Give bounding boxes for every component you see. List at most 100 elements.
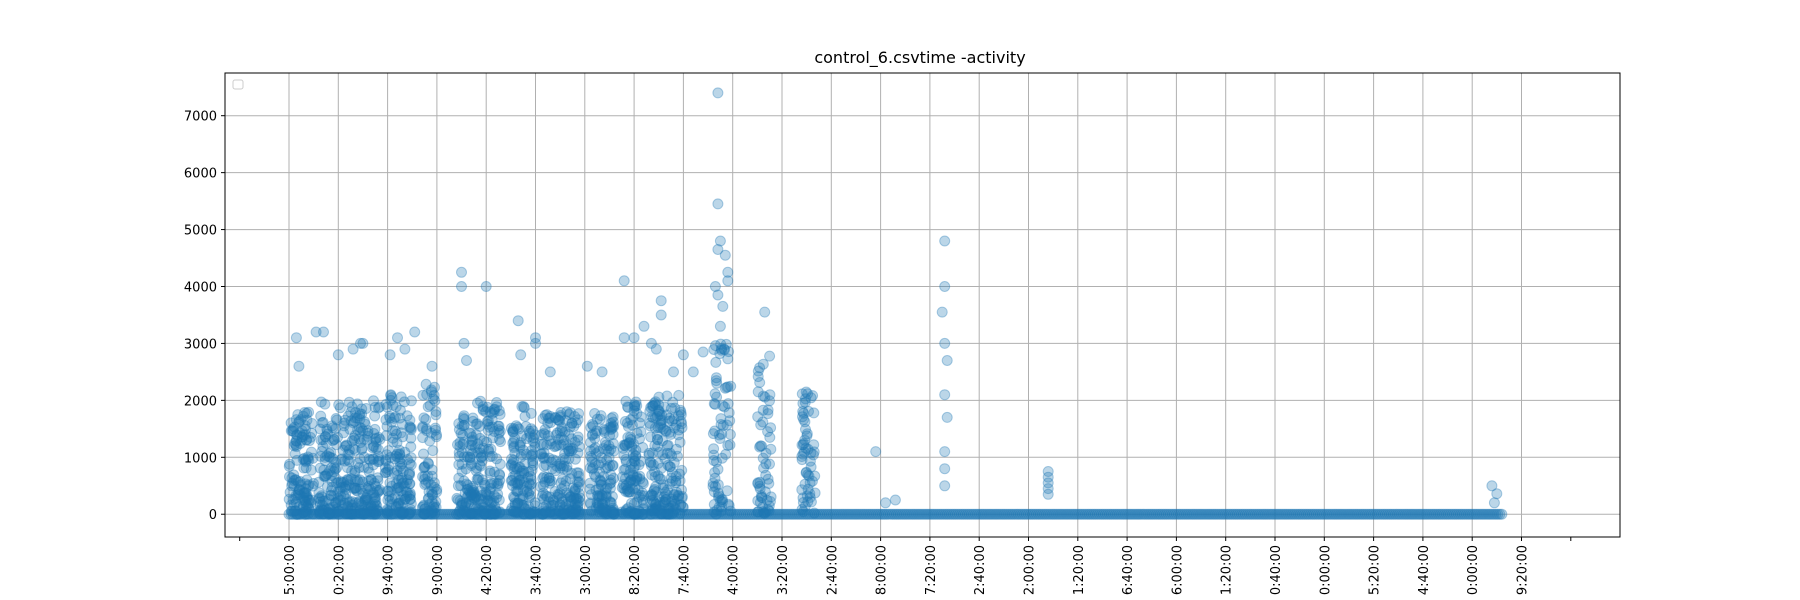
data-point [339, 455, 351, 467]
data-point [484, 421, 496, 433]
baseline-point [689, 508, 701, 520]
data-point [332, 505, 344, 517]
x-tick-label: 3:20:00 [776, 545, 791, 595]
data-point [417, 432, 429, 444]
x-tick-label: 7:40:00 [677, 545, 692, 595]
baseline-point [1490, 508, 1502, 520]
baseline-point [403, 508, 415, 520]
data-point [488, 477, 500, 489]
baseline-point [354, 508, 366, 520]
data-point [467, 415, 479, 427]
data-point [416, 501, 428, 513]
baseline-point [1143, 508, 1155, 520]
data-point [429, 422, 441, 434]
data-point [422, 457, 434, 469]
data-point [512, 497, 524, 509]
data-point [300, 487, 312, 499]
data-point [339, 497, 350, 509]
baseline-point [1026, 508, 1038, 520]
data-point [567, 504, 579, 516]
baseline-point [894, 508, 906, 520]
data-point [426, 488, 438, 500]
data-point [538, 460, 550, 472]
baseline-point [1295, 508, 1307, 520]
data-point [348, 505, 360, 517]
data-point [398, 506, 410, 517]
baseline-point [967, 508, 979, 520]
baseline-point [1145, 508, 1157, 520]
data-point [488, 508, 500, 520]
baseline-point [717, 508, 729, 520]
baseline-point [437, 508, 449, 520]
baseline-point [851, 508, 863, 520]
data-point [428, 481, 440, 493]
baseline-point [1492, 508, 1504, 520]
data-point [359, 416, 370, 428]
baseline-point [892, 508, 904, 520]
baseline-point [875, 508, 887, 520]
data-point [365, 501, 377, 513]
baseline-point [338, 508, 350, 520]
data-point [364, 454, 376, 466]
baseline-point [334, 508, 346, 520]
data-point [424, 399, 436, 411]
data-point [300, 483, 312, 495]
data-point [430, 406, 442, 417]
outlier-point [618, 332, 630, 344]
data-point [332, 477, 344, 488]
baseline-point [579, 508, 591, 520]
outlier-point [293, 360, 305, 372]
spike-point [759, 306, 771, 318]
baseline-point [814, 508, 825, 520]
baseline-point [701, 508, 713, 520]
data-point [491, 505, 503, 517]
data-point [514, 461, 526, 473]
data-point [302, 508, 314, 520]
data-point [458, 413, 470, 425]
outlier-point [596, 366, 608, 378]
outlier-point [530, 337, 541, 349]
baseline-point [1119, 508, 1131, 520]
outlier-point [581, 360, 593, 372]
data-point [481, 436, 493, 448]
data-point [470, 490, 481, 502]
data-point [379, 467, 391, 479]
baseline-point [890, 508, 902, 520]
data-point [382, 464, 394, 476]
data-point [524, 479, 536, 491]
baseline-point [957, 508, 969, 520]
baseline-point [595, 508, 607, 520]
data-point [465, 460, 477, 471]
data-point [554, 458, 566, 470]
data-point [284, 471, 295, 483]
data-point [317, 508, 329, 520]
baseline-point [1403, 508, 1415, 520]
data-point [419, 508, 431, 520]
baseline-point [1103, 508, 1115, 520]
data-point [493, 478, 505, 490]
data-point [493, 405, 505, 417]
data-point [380, 455, 392, 467]
data-point [396, 472, 408, 484]
data-point [313, 487, 325, 499]
data-point [405, 424, 417, 436]
baseline-point [1352, 508, 1364, 520]
data-point [569, 411, 581, 422]
data-point [429, 381, 440, 393]
data-point [394, 506, 406, 518]
data-point [362, 427, 374, 439]
data-point [509, 507, 521, 519]
data-point [456, 420, 468, 432]
baseline-point [1421, 508, 1433, 520]
data-point [404, 507, 416, 519]
data-point [362, 430, 374, 442]
data-point [306, 427, 318, 439]
data-point [584, 462, 596, 474]
data-point [385, 485, 397, 497]
data-point [430, 424, 441, 436]
data-point [400, 486, 412, 498]
data-point [470, 418, 482, 430]
data-point [558, 460, 570, 472]
baseline-point [1293, 508, 1305, 520]
data-point [523, 425, 535, 437]
